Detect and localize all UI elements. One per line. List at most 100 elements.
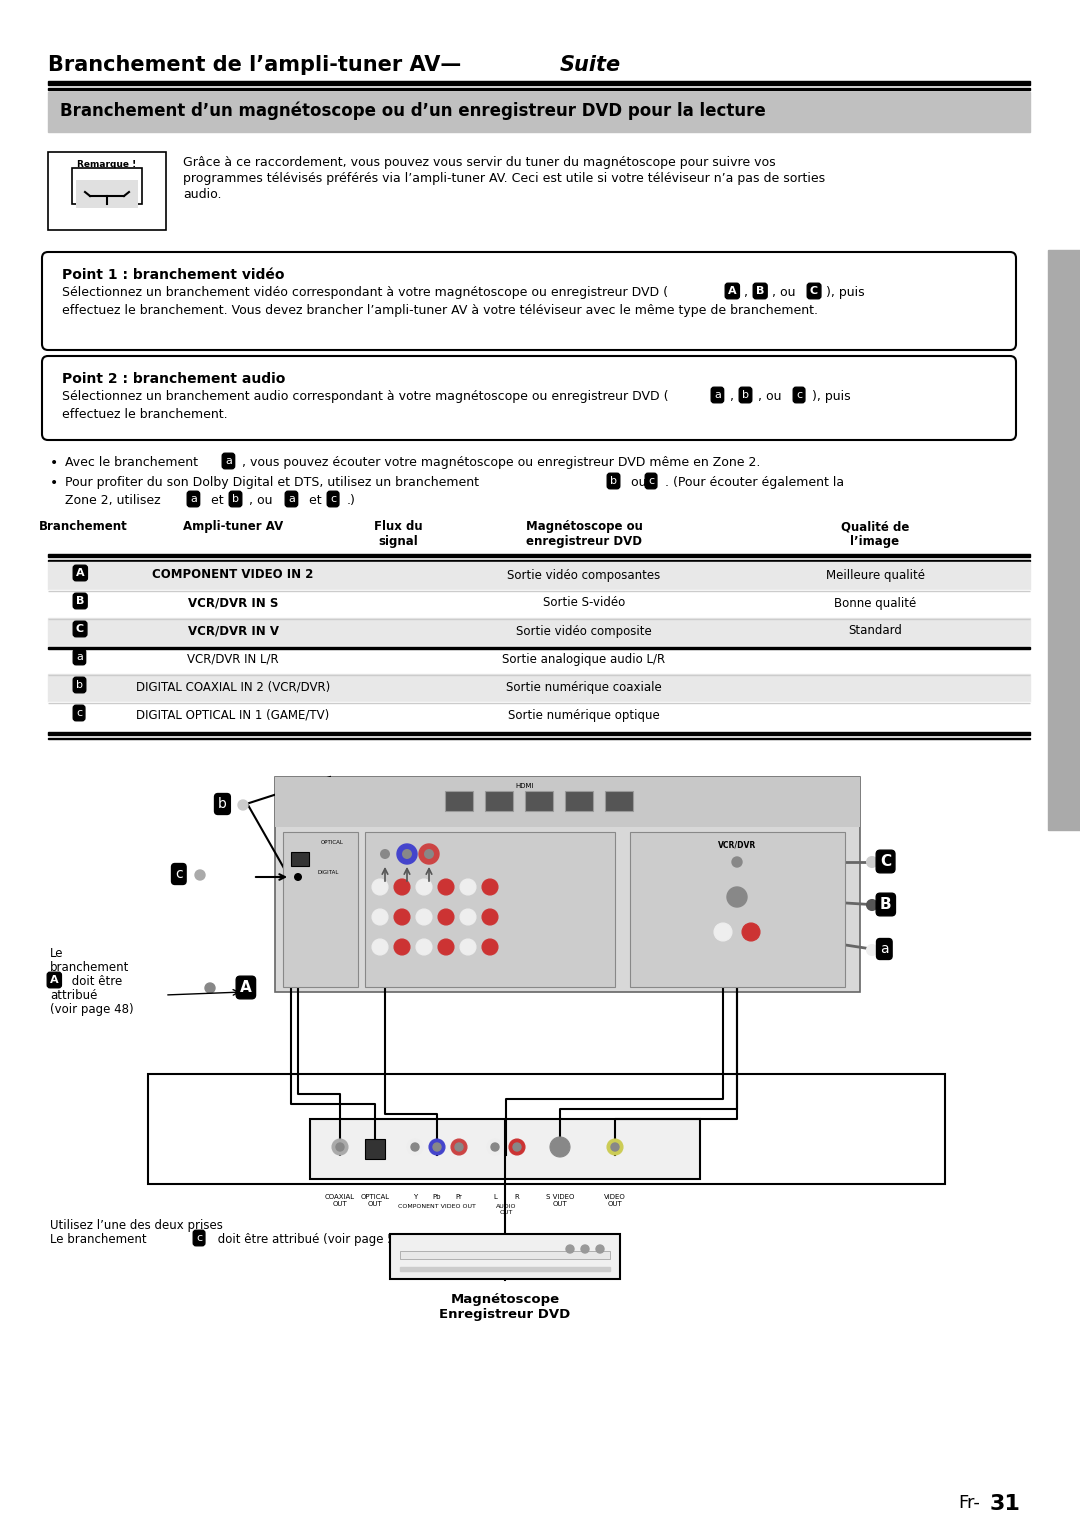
Circle shape <box>438 879 454 896</box>
Text: effectuez le branchement. Vous devez brancher l’ampli-tuner AV à votre téléviseu: effectuez le branchement. Vous devez bra… <box>62 304 818 317</box>
Circle shape <box>402 848 411 859</box>
Text: et: et <box>305 494 326 507</box>
Circle shape <box>375 844 395 864</box>
Text: DIGITAL COAXIAL IN 2 (VCR/DVR): DIGITAL COAXIAL IN 2 (VCR/DVR) <box>136 681 330 693</box>
Circle shape <box>596 1245 604 1253</box>
Text: Zone 2, utilisez: Zone 2, utilisez <box>65 494 164 507</box>
Bar <box>365 832 615 987</box>
Circle shape <box>397 844 417 864</box>
Text: , ou: , ou <box>758 391 785 403</box>
Bar <box>400 1251 610 1259</box>
Text: Utilisez l’une des deux prises: Utilisez l’une des deux prises <box>50 1219 222 1231</box>
Bar <box>76 180 138 208</box>
Circle shape <box>491 1143 499 1151</box>
Text: B: B <box>76 597 84 606</box>
Text: A: A <box>50 975 58 984</box>
Bar <box>605 790 633 810</box>
Text: a: a <box>190 494 197 504</box>
Text: Pour profiter du son Dolby Digital et DTS, utilisez un branchement: Pour profiter du son Dolby Digital et DT… <box>65 476 483 488</box>
Bar <box>565 790 593 810</box>
Circle shape <box>451 1138 467 1155</box>
Text: ,: , <box>744 285 752 299</box>
Text: attribué: attribué <box>50 989 97 1003</box>
Circle shape <box>727 852 747 871</box>
Text: A: A <box>76 568 84 578</box>
Bar <box>48 645 1030 674</box>
Text: Bonne qualité: Bonne qualité <box>834 597 916 609</box>
Text: Branchement d’un magnétoscope ou d’un enregistreur DVD pour la lecture: Branchement d’un magnétoscope ou d’un en… <box>60 102 766 121</box>
Circle shape <box>332 1138 348 1155</box>
Circle shape <box>394 909 410 925</box>
Bar <box>48 92 1030 133</box>
Circle shape <box>205 983 215 993</box>
Text: Sortie vidéo composite: Sortie vidéo composite <box>516 624 652 638</box>
Circle shape <box>460 909 476 925</box>
Text: c: c <box>796 391 802 400</box>
Bar <box>1048 250 1080 830</box>
Text: DIGITAL: DIGITAL <box>318 870 339 874</box>
Text: Magnétoscope
Enregistreur DVD: Magnétoscope Enregistreur DVD <box>440 1293 570 1322</box>
Circle shape <box>291 868 306 885</box>
Bar <box>148 1074 945 1184</box>
Bar <box>48 647 1030 649</box>
Bar <box>275 777 860 992</box>
Text: AUDIO
OUT: AUDIO OUT <box>496 1204 516 1215</box>
Text: Le: Le <box>50 948 64 960</box>
Text: b: b <box>76 681 83 690</box>
Bar <box>630 832 845 987</box>
Circle shape <box>742 923 760 942</box>
Text: A: A <box>728 285 737 296</box>
Text: R: R <box>515 1193 519 1199</box>
Circle shape <box>867 900 877 909</box>
Circle shape <box>727 887 747 906</box>
Text: Standard: Standard <box>848 624 902 638</box>
Bar <box>310 1119 700 1180</box>
Circle shape <box>195 870 205 881</box>
Circle shape <box>372 879 388 896</box>
FancyBboxPatch shape <box>42 252 1016 349</box>
Circle shape <box>607 1138 623 1155</box>
Text: 31: 31 <box>990 1494 1021 1514</box>
Text: Fr-: Fr- <box>958 1494 980 1512</box>
Text: Remarque !: Remarque ! <box>78 160 137 169</box>
Circle shape <box>867 945 877 955</box>
Text: ), puis: ), puis <box>812 391 851 403</box>
Text: (voir page 48): (voir page 48) <box>50 1003 134 1016</box>
Circle shape <box>460 879 476 896</box>
Circle shape <box>714 923 732 942</box>
Text: doit être: doit être <box>68 975 122 987</box>
Text: VIDEO
OUT: VIDEO OUT <box>604 1193 626 1207</box>
Text: Meilleure qualité: Meilleure qualité <box>825 569 924 581</box>
Text: Sortie numérique coaxiale: Sortie numérique coaxiale <box>507 681 662 693</box>
Text: b: b <box>610 476 617 485</box>
Circle shape <box>482 938 498 955</box>
Text: B: B <box>880 897 892 913</box>
Text: Le branchement: Le branchement <box>50 1233 150 1247</box>
Circle shape <box>416 879 432 896</box>
Text: a: a <box>288 494 295 504</box>
Circle shape <box>238 800 248 810</box>
Text: c: c <box>76 708 82 719</box>
Text: .): .) <box>347 494 356 507</box>
Text: Sortie analogique audio L/R: Sortie analogique audio L/R <box>502 653 665 665</box>
Circle shape <box>460 938 476 955</box>
Text: Point 1 : branchement vidéo: Point 1 : branchement vidéo <box>62 269 284 282</box>
Text: Sortie S-vidéo: Sortie S-vidéo <box>543 597 625 609</box>
Text: COAXIAL
OUT: COAXIAL OUT <box>325 1193 355 1207</box>
Text: HDMI: HDMI <box>516 783 535 789</box>
Bar <box>445 790 473 810</box>
Bar <box>283 832 357 987</box>
Text: , ou: , ou <box>249 494 276 507</box>
Text: Flux du
signal: Flux du signal <box>374 520 422 548</box>
Text: Grâce à ce raccordement, vous pouvez vous servir du tuner du magnétoscope pour s: Grâce à ce raccordement, vous pouvez vou… <box>183 156 775 169</box>
Circle shape <box>380 848 390 859</box>
Bar <box>485 790 513 810</box>
Text: c: c <box>195 1233 202 1244</box>
Bar <box>525 790 553 810</box>
Circle shape <box>581 1245 589 1253</box>
Bar <box>390 1235 620 1279</box>
Text: Suite: Suite <box>561 55 621 75</box>
Bar <box>291 852 309 865</box>
Circle shape <box>419 844 438 864</box>
Circle shape <box>438 938 454 955</box>
